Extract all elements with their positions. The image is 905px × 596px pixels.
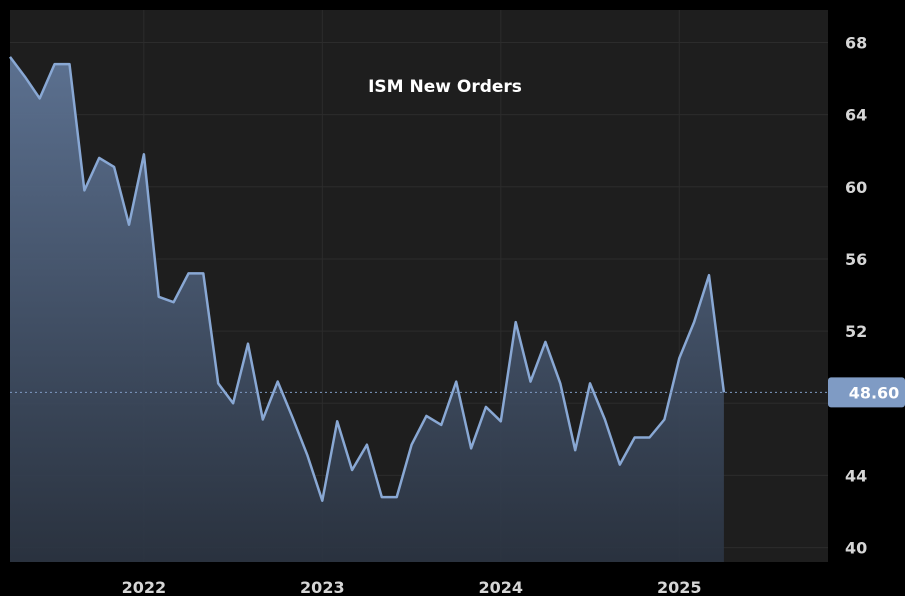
y-tick-label: 52 xyxy=(845,322,867,341)
y-tick-label: 44 xyxy=(845,466,867,485)
series-area xyxy=(10,56,724,563)
last-value-badge-bg xyxy=(828,377,905,408)
y-tick-label: 60 xyxy=(845,178,867,197)
y-tick-label: 40 xyxy=(845,539,867,558)
y-tick-label: 64 xyxy=(845,106,867,125)
series-line xyxy=(9,56,726,502)
last-value-label: 48.60 xyxy=(849,383,900,402)
x-axis-ticks: 2022 2023 2024 2025 xyxy=(122,578,702,596)
y-axis-ticks: 40 44 52 56 60 64 68 xyxy=(845,33,867,557)
x-tick-label: 2025 xyxy=(657,578,702,596)
x-tick-label: 2023 xyxy=(300,578,345,596)
y-tick-label: 56 xyxy=(845,250,867,269)
y-tick-label: 68 xyxy=(845,33,867,52)
last-value-badge: 48.60 xyxy=(828,377,905,408)
x-tick-label: 2022 xyxy=(122,578,167,596)
series-layer xyxy=(9,56,726,563)
x-tick-label: 2024 xyxy=(479,578,524,596)
chart-title: ISM New Orders xyxy=(368,77,522,97)
